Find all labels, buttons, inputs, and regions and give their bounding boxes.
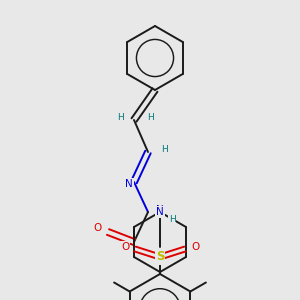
Text: H: H — [169, 215, 176, 224]
Text: N: N — [156, 205, 164, 215]
Text: N: N — [156, 207, 164, 217]
Text: N: N — [125, 179, 133, 189]
Text: H: H — [147, 112, 153, 122]
Text: S: S — [156, 250, 164, 263]
Text: H: H — [118, 113, 124, 122]
Text: H: H — [160, 146, 167, 154]
Text: O: O — [121, 242, 129, 252]
Text: O: O — [191, 242, 199, 252]
Text: O: O — [94, 223, 102, 233]
